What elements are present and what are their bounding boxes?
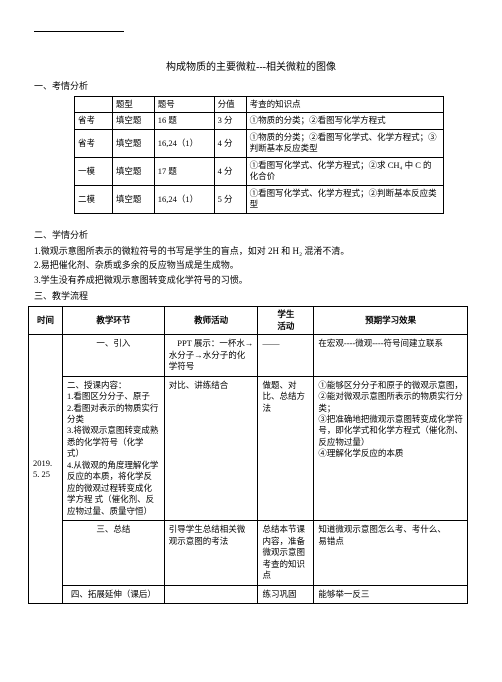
t2-h4: 预期学习效果 — [314, 307, 468, 335]
t2-r3-teacher — [164, 585, 258, 603]
t2-h1: 教学环节 — [62, 307, 164, 335]
t2-r0-student: —— — [258, 335, 314, 376]
t1-r1c0: 省考 — [75, 129, 113, 157]
t1-r2c4: ①看图写化学式、化学方程式；②求 CH₄ 中 C 的化合价 — [246, 157, 443, 185]
t2-r1-phase: 二、授课内容： 1.看图区分分子、原子 2.看图对表示的物质实行分类 3.将微观… — [62, 376, 164, 521]
t2-r1-student: 做题、对比、总结方法 — [258, 376, 314, 521]
t2-time: 2019. 5. 25 — [29, 335, 63, 604]
t1-r2c1: 填空题 — [112, 157, 154, 185]
t1-r2c0: 一模 — [75, 157, 113, 185]
t2-r0-result: 在宏观----微观----符号间建立联系 — [314, 335, 468, 376]
header-blank-line — [34, 22, 124, 32]
t2-r2-result: 知道微观示意图怎么考、考什么、 易错点 — [314, 521, 468, 585]
t1-h2: 题号 — [154, 97, 214, 113]
t1-r3c3: 5 分 — [214, 185, 246, 213]
t2-r0-phase: 一、引入 — [62, 335, 164, 376]
t2-r3-phase: 四、拓展延伸（课后） — [62, 585, 164, 603]
section-flow: 三、教学流程 — [34, 289, 468, 302]
t2-r3-result: 能够举一反三 — [314, 585, 468, 603]
bullet-2: 2.易把催化剂、杂质或多余的反应物当成是生成物。 — [34, 259, 468, 273]
section-exam-analysis: 一、考情分析 — [34, 79, 468, 92]
t2-r2-phase: 三、总结 — [62, 521, 164, 585]
t1-r2c2: 17 题 — [154, 157, 214, 185]
t1-r0c4: ①物质的分类；②看图写化学方程式 — [246, 113, 443, 129]
t1-r3c0: 二模 — [75, 185, 113, 213]
bullet-1: 1.微观示意图所表示的微粒符号的书写是学生的盲点，如对 2H 和 H₂ 混淆不清… — [34, 245, 468, 259]
section-study-analysis: 二、学情分析 — [34, 228, 468, 241]
study-bullets: 1.微观示意图所表示的微粒符号的书写是学生的盲点，如对 2H 和 H₂ 混淆不清… — [34, 245, 468, 288]
t2-h2: 教师活动 — [164, 307, 258, 335]
t1-r3c1: 填空题 — [112, 185, 154, 213]
t1-r0c0: 省考 — [75, 113, 113, 129]
t2-r3-student: 练习巩固 — [258, 585, 314, 603]
t1-r2c3: 4 分 — [214, 157, 246, 185]
t1-r1c4: ①物质的分类；②看图写化学式、化学方程式；③判断基本反应类型 — [246, 129, 443, 157]
t1-r1c2: 16,24（1） — [154, 129, 214, 157]
t1-r3c4: ①看图写化学式、化学方程式；②判断基本反应类型 — [246, 185, 443, 213]
t2-r1-result: ①能够区分分子和原子的微观示意图， ②能对微观示意图所表示的物质实行分类； ③把… — [314, 376, 468, 521]
t1-r1c1: 填空题 — [112, 129, 154, 157]
t1-h1: 题型 — [112, 97, 154, 113]
t2-r2-teacher: 引导学生总结相关微观示意图的考法 — [164, 521, 258, 585]
exam-table: 题型 题号 分值 考查的知识点 省考 填空题 16 题 3 分 ①物质的分类；②… — [74, 96, 444, 214]
bullet-3: 3.学生没有养成把微观示意图转变成化学符号的习惯。 — [34, 274, 468, 288]
t1-r0c2: 16 题 — [154, 113, 214, 129]
page-title: 构成物质的主要微粒---相关微粒的图像 — [34, 58, 468, 73]
t1-r1c3: 4 分 — [214, 129, 246, 157]
t2-h0: 时间 — [29, 307, 63, 335]
t1-h3: 分值 — [214, 97, 246, 113]
t2-r2-student: 总结本节课内容，准备微观示意图考查的知识点 — [258, 521, 314, 585]
t1-r3c2: 16,24（1） — [154, 185, 214, 213]
t2-r1-teacher: 对比、讲练结合 — [164, 376, 258, 521]
flow-table: 时间 教学环节 教师活动 学生 活动 预期学习效果 2019. 5. 25 一、… — [28, 306, 468, 604]
t2-h3: 学生 活动 — [258, 307, 314, 335]
t1-h4: 考查的知识点 — [246, 97, 443, 113]
t2-r0-teacher: PPT 展示：一杯水→水分子→水分子的化学符号 — [164, 335, 258, 376]
t1-r0c3: 3 分 — [214, 113, 246, 129]
t1-h0 — [75, 97, 113, 113]
t1-r0c1: 填空题 — [112, 113, 154, 129]
